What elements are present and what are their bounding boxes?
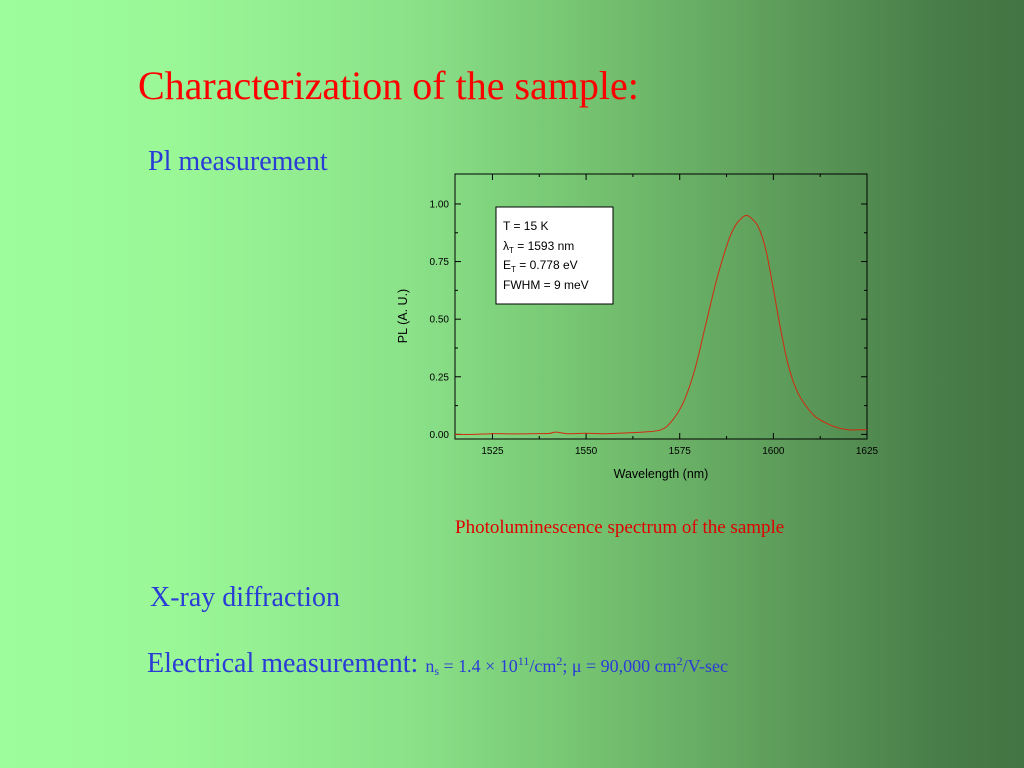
electrical-formula: ns = 1.4 × 1011/cm2; μ = 90,000 cm2/V-se…: [425, 654, 728, 678]
y-tick-label: 0.50: [430, 315, 450, 326]
x-tick-label: 1625: [856, 446, 879, 457]
x-tick-label: 1600: [762, 446, 785, 457]
annotation-wavelength: λT = 1593 nm: [503, 239, 574, 255]
annotation-box: T = 15 K λT = 1593 nm ET = 0.778 eV FWHM…: [495, 206, 614, 305]
annotation-fwhm: FWHM = 9 meV: [503, 278, 589, 292]
electrical-measurement-label: Electrical measurement:: [147, 648, 419, 679]
x-tick-label: 1575: [669, 446, 692, 457]
y-tick-label: 0.75: [430, 257, 450, 268]
annotation-temperature: T = 15 K: [503, 219, 548, 233]
chart-caption: Photoluminescence spectrum of the sample: [455, 517, 785, 538]
y-tick-label: 1.00: [430, 199, 450, 210]
x-axis-ticks: 1525 1550 1575 1600 1625: [481, 174, 879, 457]
x-tick-label: 1525: [481, 446, 504, 457]
pl-spectrum-line: [454, 214, 867, 435]
y-tick-label: 0.25: [430, 372, 450, 383]
x-tick-label: 1550: [575, 446, 598, 457]
pl-measurement-heading: Pl measurement: [148, 146, 328, 177]
xray-diffraction-heading: X-ray diffraction: [150, 582, 340, 613]
electrical-measurement-line: Electrical measurement: ns = 1.4 × 1011/…: [147, 648, 728, 680]
y-tick-label: 0.00: [430, 430, 450, 441]
y-axis-ticks: 0.00 0.25 0.50 0.75 1.00: [430, 199, 867, 441]
annotation-energy: ET = 0.778 eV: [503, 258, 578, 274]
slide-title: Characterization of the sample:: [138, 63, 639, 108]
y-axis-label: PL (A. U.): [396, 289, 410, 343]
annotation-box-frame: [495, 206, 614, 305]
plot-frame: [454, 173, 868, 440]
x-axis-label: Wavelength (nm): [614, 467, 709, 481]
